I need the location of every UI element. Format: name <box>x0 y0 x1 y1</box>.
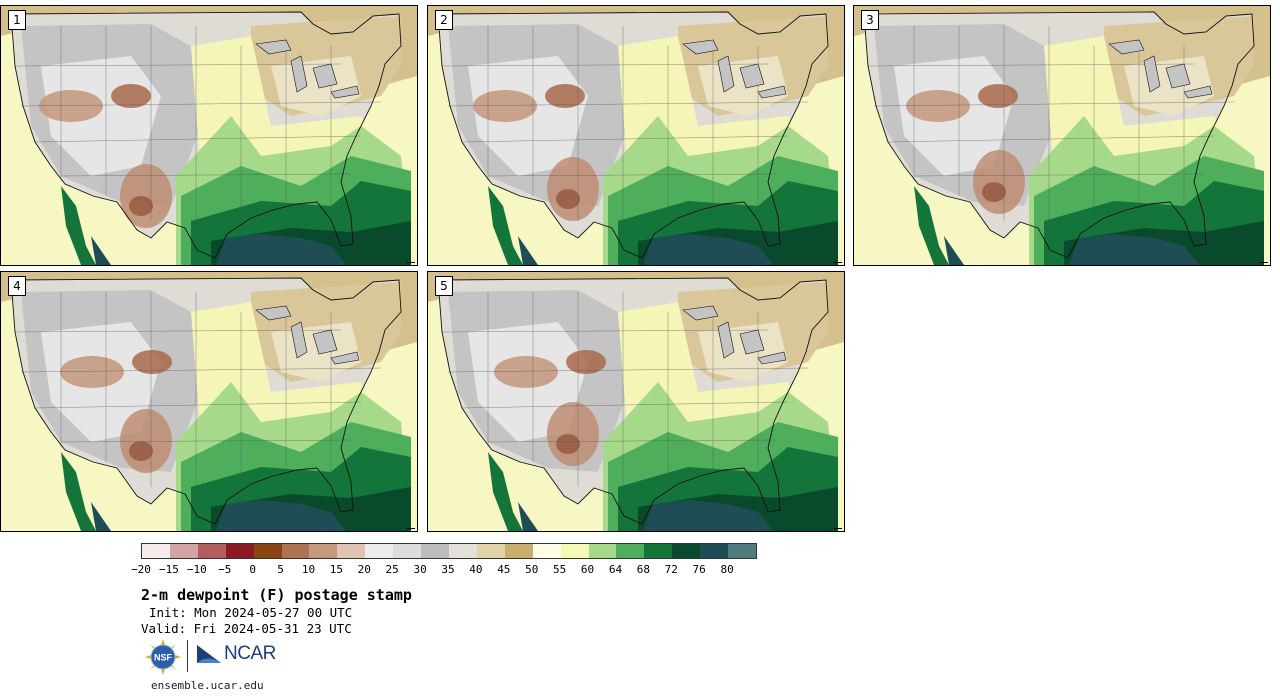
panel-number: 3 <box>861 10 879 30</box>
corner-mark <box>834 528 842 529</box>
panel-number: 1 <box>8 10 26 30</box>
colorbar-swatch <box>337 544 366 558</box>
nsf-logo-text: NSF <box>154 653 173 663</box>
colorbar-swatch <box>644 544 673 558</box>
map-panel-5: 5 <box>427 271 845 532</box>
ncar-swoosh-icon <box>197 645 221 663</box>
colorbar-tick-label: 80 <box>720 563 734 576</box>
valid-time: Valid: Fri 2024-05-31 23 UTC <box>141 621 352 636</box>
colorbar-swatch <box>253 544 282 558</box>
colorbar <box>141 543 757 559</box>
colorbar-tick-label: 76 <box>692 563 706 576</box>
colorbar-tick-label: 68 <box>636 563 650 576</box>
colorbar-swatch <box>504 544 533 558</box>
colorbar-tick-label: 55 <box>553 563 567 576</box>
colorbar-tick-label: −15 <box>158 563 179 576</box>
colorbar-tick-label: 10 <box>301 563 316 576</box>
corner-mark <box>834 262 842 263</box>
colorbar-tick-label: 25 <box>385 563 399 576</box>
dewpoint-map <box>1 272 417 531</box>
nsf-logo-icon: NSF <box>145 639 181 675</box>
map-panel-2: 2 <box>427 5 845 266</box>
colorbar-tick-label: 0 <box>249 563 256 576</box>
colorbar-swatch <box>225 544 254 558</box>
colorbar-swatch <box>588 544 617 558</box>
dewpoint-map <box>1 6 417 265</box>
colorbar-tick-label: 64 <box>608 563 623 576</box>
colorbar-swatch <box>421 544 449 558</box>
colorbar-swatch <box>700 544 729 558</box>
colorbar-tick-label: −10 <box>186 563 207 576</box>
corner-mark <box>1260 262 1268 263</box>
dewpoint-map <box>428 6 844 265</box>
ncar-logo-text: NCAR <box>224 643 276 664</box>
map-panel-4: 4 <box>0 271 418 532</box>
colorbar-tick-label: 60 <box>580 563 595 576</box>
init-time: Init: Mon 2024-05-27 00 UTC <box>149 605 353 620</box>
map-panel-1: 1 <box>0 5 418 266</box>
panel-number: 5 <box>435 276 453 296</box>
ncar-logo: NCAR <box>196 643 276 665</box>
colorbar-swatch <box>616 544 645 558</box>
colorbar-swatch <box>393 544 422 558</box>
dewpoint-map <box>428 272 844 531</box>
chart-title: 2-m dewpoint (F) postage stamp <box>141 586 412 604</box>
map-panel-3: 3 <box>853 5 1271 266</box>
colorbar-swatch <box>448 544 477 558</box>
corner-mark <box>407 528 415 529</box>
colorbar-swatch <box>197 544 226 558</box>
colorbar-swatch <box>672 544 701 558</box>
colorbar-swatch <box>281 544 310 558</box>
site-url: ensemble.ucar.edu <box>151 679 264 692</box>
colorbar-tick-label: 20 <box>357 563 371 576</box>
colorbar-swatch <box>532 544 561 558</box>
dewpoint-map <box>854 6 1270 265</box>
colorbar-tick-label: 15 <box>329 563 343 576</box>
colorbar-swatch <box>560 544 589 558</box>
colorbar-tick-label: −5 <box>218 563 232 576</box>
logo-separator <box>187 640 188 672</box>
colorbar-tick-label: 72 <box>664 563 678 576</box>
colorbar-labels: −20 −15 −10 −5 0 5 10 15 20 25 30 35 40 45 50 55 60 64 68 7… <box>131 563 757 577</box>
colorbar-swatch <box>728 544 756 558</box>
colorbar-swatch <box>365 544 394 558</box>
colorbar-tick-label: 35 <box>441 563 455 576</box>
colorbar-tick-label: 50 <box>525 563 539 576</box>
colorbar-tick-label: 5 <box>277 563 284 576</box>
colorbar-tick-label: 30 <box>413 563 427 576</box>
colorbar-tick-label: 40 <box>469 563 483 576</box>
colorbar-swatch <box>309 544 338 558</box>
corner-mark <box>407 262 415 263</box>
colorbar-tick-label: 45 <box>497 563 511 576</box>
panel-number: 2 <box>435 10 453 30</box>
colorbar-swatch <box>476 544 505 558</box>
panel-number: 4 <box>8 276 26 296</box>
colorbar-swatch <box>142 544 170 558</box>
colorbar-swatch <box>169 544 198 558</box>
colorbar-tick-label: −20 <box>131 563 151 576</box>
